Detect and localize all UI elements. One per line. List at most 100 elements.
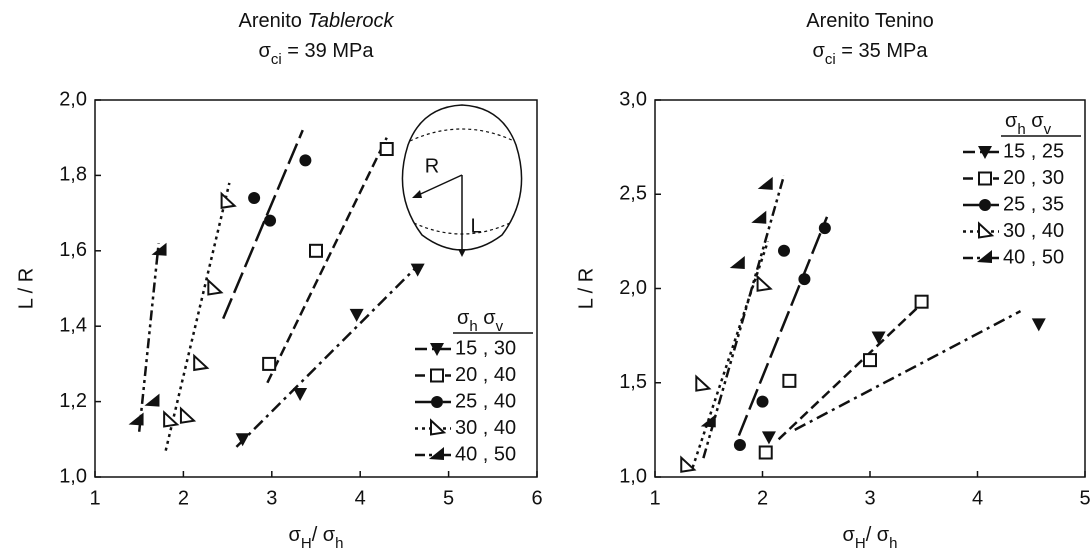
marker bbox=[700, 414, 716, 428]
y-axis-label: L / R bbox=[575, 268, 597, 310]
fit-line bbox=[702, 175, 786, 459]
legend-title-part: h bbox=[469, 318, 477, 335]
legend-label: 20 , 30 bbox=[1003, 167, 1064, 189]
fit-line bbox=[222, 129, 304, 320]
x-axis-label-part: h bbox=[335, 535, 343, 552]
chart-subtitle: σci = 35 MPa bbox=[813, 40, 929, 68]
legend-label: 20 , 40 bbox=[455, 364, 516, 386]
inset-arrow bbox=[412, 190, 422, 198]
marker bbox=[235, 433, 250, 447]
legend-title-part: h bbox=[1017, 121, 1025, 138]
y-tick-label: 2,0 bbox=[619, 277, 647, 299]
legend-label: 30 , 40 bbox=[1003, 220, 1064, 242]
marker bbox=[179, 406, 197, 424]
x-axis-label-part: H bbox=[301, 535, 312, 552]
inset-r bbox=[413, 174, 463, 198]
legend-label: 30 , 40 bbox=[455, 417, 516, 439]
x-tick-label: 5 bbox=[1079, 487, 1090, 509]
inset-label: L bbox=[470, 215, 481, 237]
marker bbox=[914, 294, 929, 309]
x-tick-label: 2 bbox=[757, 487, 768, 509]
legend-title-part: σ bbox=[1005, 110, 1018, 132]
marker bbox=[293, 388, 308, 402]
marker bbox=[193, 353, 210, 372]
marker bbox=[733, 438, 746, 451]
marker bbox=[778, 244, 790, 257]
legend-marker bbox=[978, 146, 992, 159]
x-axis-label-part: / σ bbox=[312, 524, 336, 546]
legend-label: 40 , 50 bbox=[1003, 246, 1064, 268]
chart-title-part: Tablerock bbox=[307, 10, 394, 32]
x-tick-label: 3 bbox=[864, 487, 875, 509]
marker bbox=[756, 395, 769, 408]
x-tick-label: 5 bbox=[443, 487, 454, 509]
legend-marker bbox=[431, 396, 443, 408]
chart-subtitle-part: = 39 MPa bbox=[282, 40, 375, 62]
x-tick-label: 1 bbox=[89, 487, 100, 509]
legend-marker bbox=[979, 199, 991, 211]
fit-line bbox=[164, 182, 231, 451]
legend-label: 25 , 35 bbox=[1003, 193, 1064, 215]
marker bbox=[757, 176, 773, 190]
marker bbox=[758, 445, 773, 460]
marker bbox=[756, 274, 773, 292]
chart-subtitle-part: ci bbox=[825, 51, 836, 68]
legend-title-part: σ bbox=[1026, 110, 1045, 132]
x-axis-label: σH/ σh bbox=[289, 524, 344, 552]
fit-line bbox=[777, 300, 925, 441]
inset-shape bbox=[401, 104, 523, 251]
x-axis-label-part: / σ bbox=[866, 524, 890, 546]
legend-title: σh σv bbox=[457, 307, 504, 335]
inset-label: R bbox=[425, 155, 439, 177]
legend-marker bbox=[977, 250, 992, 263]
marker bbox=[299, 154, 312, 167]
x-axis-label: σH/ σh bbox=[843, 524, 898, 552]
legend-label: 15 , 30 bbox=[455, 337, 516, 359]
legend-label: 40 , 50 bbox=[455, 443, 516, 465]
y-tick-label: 1,0 bbox=[619, 465, 647, 487]
marker bbox=[410, 263, 425, 277]
plot-frame bbox=[94, 99, 538, 478]
y-tick-label: 2,5 bbox=[619, 183, 647, 205]
x-axis-label-part: σ bbox=[843, 524, 856, 546]
legend-title-part: σ bbox=[457, 307, 470, 329]
y-tick-label: 2,0 bbox=[59, 88, 87, 110]
y-tick-label: 1,5 bbox=[619, 371, 647, 393]
legend-marker bbox=[430, 368, 444, 383]
chart-title: Arenito Tenino bbox=[806, 10, 934, 32]
fit-line bbox=[137, 243, 160, 432]
marker bbox=[163, 410, 180, 428]
legend-marker bbox=[430, 418, 447, 436]
marker bbox=[220, 191, 237, 209]
legend-title-part: σ bbox=[478, 307, 497, 329]
marker bbox=[309, 243, 323, 258]
chart-subtitle-part: σ bbox=[259, 40, 272, 62]
fit-line bbox=[794, 310, 1022, 431]
marker bbox=[144, 393, 160, 407]
legend-marker bbox=[978, 171, 992, 186]
y-tick-label: 3,0 bbox=[619, 88, 647, 110]
marker bbox=[151, 242, 167, 256]
marker bbox=[695, 374, 712, 392]
marker bbox=[818, 222, 831, 235]
chart-subtitle: σci = 39 MPa bbox=[259, 40, 375, 68]
marker bbox=[863, 353, 877, 368]
chart-title-part: Arenito Tenino bbox=[806, 10, 934, 32]
y-tick-label: 1,2 bbox=[59, 390, 87, 412]
marker bbox=[761, 431, 776, 445]
legend-marker bbox=[430, 343, 444, 356]
marker bbox=[349, 308, 364, 322]
marker bbox=[207, 278, 224, 296]
marker bbox=[729, 255, 745, 269]
y-tick-label: 1,6 bbox=[59, 239, 87, 261]
marker bbox=[262, 356, 277, 371]
marker bbox=[798, 273, 811, 286]
x-tick-label: 4 bbox=[355, 487, 366, 509]
fit-line bbox=[737, 216, 829, 436]
marker bbox=[782, 373, 797, 388]
legend-title: σh σv bbox=[1005, 110, 1052, 138]
x-tick-label: 6 bbox=[531, 487, 542, 509]
legend-label: 25 , 40 bbox=[455, 390, 516, 412]
